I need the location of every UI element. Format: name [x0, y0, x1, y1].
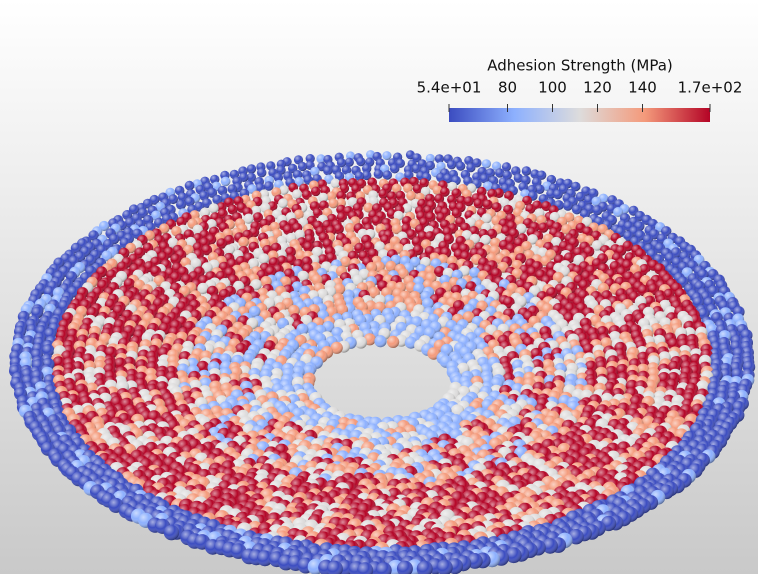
- viewport: Adhesion Strength (MPa) 5.4e+01801001201…: [0, 0, 758, 574]
- particle: [563, 201, 573, 211]
- particle-shade: [278, 198, 288, 208]
- particle-shade: [292, 189, 302, 199]
- page: {"colorbar": { "title": "Adhesion Streng…: [0, 0, 758, 574]
- particle-shade: [522, 166, 531, 175]
- particle-shade: [390, 164, 399, 173]
- particle: [374, 169, 383, 178]
- particle-shade: [464, 196, 474, 206]
- particle-shade: [238, 237, 249, 248]
- particle: [238, 237, 249, 248]
- particle: [522, 166, 531, 175]
- particle: [329, 199, 339, 209]
- particle-shade: [185, 181, 195, 191]
- particle: [323, 166, 332, 175]
- particle: [464, 196, 474, 206]
- particle-shade: [382, 151, 391, 160]
- particle-shade: [257, 168, 266, 177]
- particle-shade: [258, 253, 269, 264]
- particle: [176, 200, 186, 210]
- particle-shade: [221, 177, 231, 187]
- particle: [244, 214, 254, 224]
- particle: [258, 253, 269, 264]
- particle: [447, 160, 456, 169]
- particle-shade: [247, 164, 256, 173]
- particle-shade: [374, 169, 383, 178]
- particle: [456, 162, 465, 171]
- particle: [390, 164, 399, 173]
- particle-shade: [385, 261, 396, 272]
- particle: [378, 189, 388, 199]
- particle-shade: [244, 214, 254, 224]
- particle-shade: [474, 199, 484, 209]
- particle-shade: [447, 160, 456, 169]
- particle-shade: [264, 181, 274, 191]
- particle-shade: [553, 189, 563, 199]
- particle-shade: [563, 201, 573, 211]
- particle: [385, 261, 396, 272]
- particle: [474, 199, 484, 209]
- particle: [247, 164, 256, 173]
- particle-shade: [323, 166, 332, 175]
- particle: [298, 162, 307, 171]
- particle: [278, 198, 288, 208]
- particle-shade: [298, 162, 307, 171]
- particle-shade: [383, 170, 392, 179]
- particle: [221, 177, 231, 187]
- particle-shade: [329, 199, 339, 209]
- particle-shade: [456, 162, 465, 171]
- particle: [209, 203, 219, 213]
- particle-shade: [592, 205, 602, 215]
- particle: [382, 151, 391, 160]
- particle: [257, 168, 266, 177]
- particle: [383, 170, 392, 179]
- particle: [311, 187, 321, 197]
- particle-shade: [176, 200, 186, 210]
- particle: [185, 181, 195, 191]
- particle-shade: [378, 189, 388, 199]
- particle-shade: [209, 203, 219, 213]
- particle-shade: [311, 187, 321, 197]
- particle: [264, 181, 274, 191]
- particle: [292, 189, 302, 199]
- particle: [592, 205, 602, 215]
- particle: [553, 189, 563, 199]
